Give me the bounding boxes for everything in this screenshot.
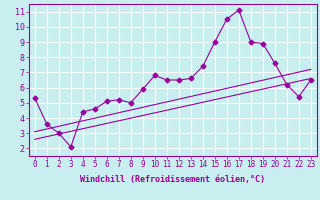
X-axis label: Windchill (Refroidissement éolien,°C): Windchill (Refroidissement éolien,°C)	[80, 175, 265, 184]
